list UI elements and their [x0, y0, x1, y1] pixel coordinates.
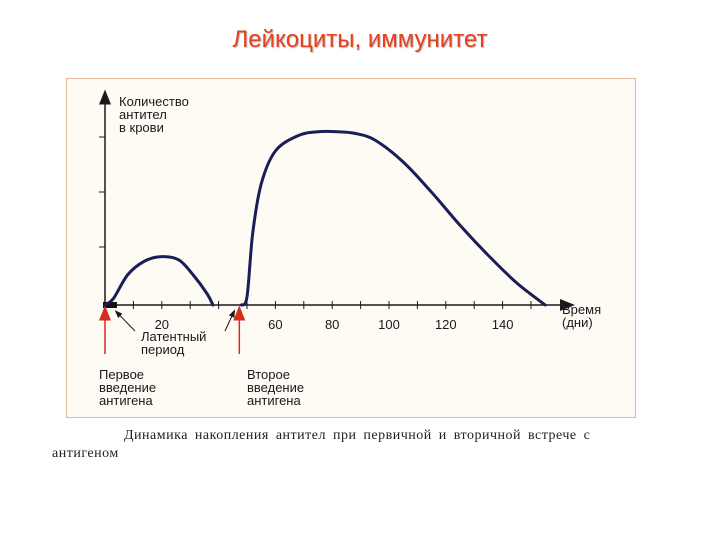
- antibody-chart: 20 60 80 100 120 140 Количество антител в крови В…: [99, 89, 601, 408]
- x-tick-label: 60: [268, 317, 282, 332]
- x-tick-label: 20: [155, 317, 169, 332]
- first-injection-label: Первое введение антигена: [99, 367, 156, 408]
- x-tick-label: 80: [325, 317, 339, 332]
- figure-panel: 20 60 80 100 120 140 Количество антител в крови В…: [66, 78, 636, 418]
- latent-period-label: Латентный период: [141, 329, 206, 357]
- x-tick-label: 100: [378, 317, 400, 332]
- latent-arrow-right: [224, 309, 235, 332]
- second-injection-label: Второе введение антигена: [247, 367, 304, 408]
- latent-period-bar: [103, 302, 117, 308]
- latent-arrow-left: [114, 310, 136, 332]
- x-axis-label: Время (дни): [562, 302, 601, 330]
- x-tick-label: 120: [435, 317, 457, 332]
- x-tick-label: 140: [492, 317, 514, 332]
- slide-title: Лейкоциты, иммунитет: [232, 26, 488, 53]
- figure-caption-continued: антигеном: [52, 446, 119, 461]
- secondary-response-curve: [239, 129, 547, 307]
- figure-caption: Динамика накопления антител при первично…: [124, 428, 591, 443]
- primary-response-curve: [103, 255, 215, 307]
- y-axis-label: Количество антител в крови: [119, 94, 189, 135]
